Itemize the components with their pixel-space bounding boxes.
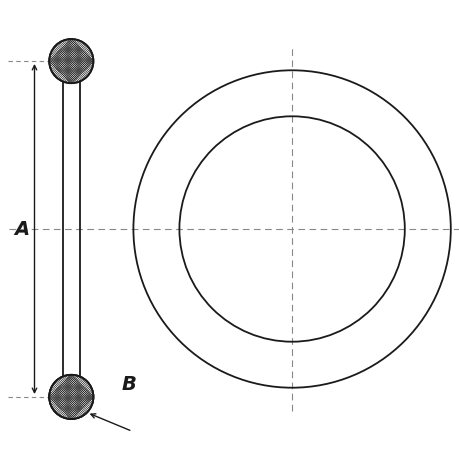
- Text: A: A: [15, 220, 29, 239]
- Circle shape: [49, 375, 93, 419]
- Circle shape: [49, 40, 93, 84]
- Circle shape: [49, 375, 93, 419]
- Text: B: B: [122, 374, 136, 393]
